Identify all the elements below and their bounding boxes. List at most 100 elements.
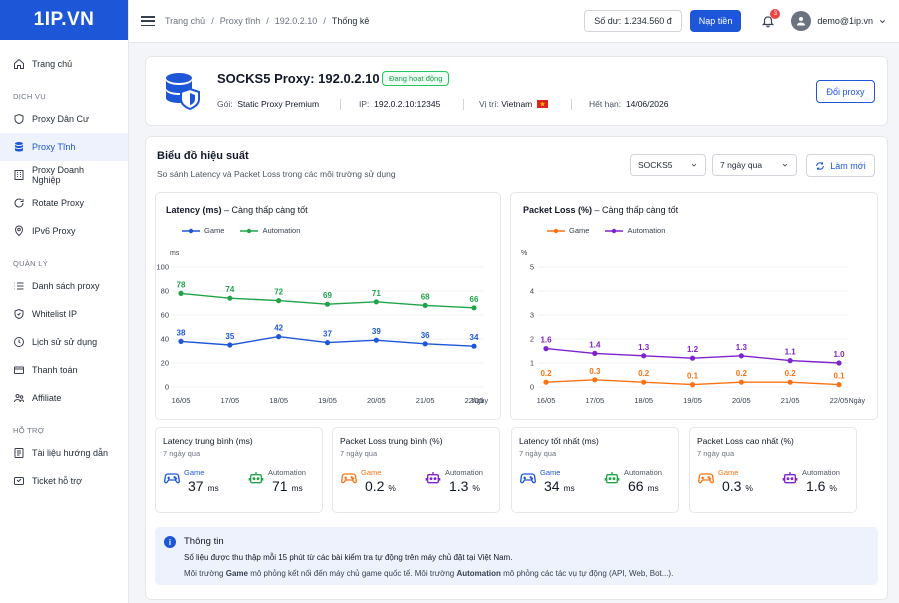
legend-game[interactable]: Game — [547, 226, 589, 235]
sidebar-item-label: Trang chủ — [32, 59, 73, 69]
sidebar-item-enterprise-proxy[interactable]: Proxy Doanh Nghiệp — [0, 161, 128, 189]
stat-label: Game — [540, 468, 561, 477]
breadcrumb-static-proxy[interactable]: Proxy tĩnh — [219, 16, 261, 26]
data-point[interactable] — [592, 350, 598, 356]
sidebar-item-label: Rotate Proxy — [32, 198, 85, 208]
stat-number: 0.3 — [722, 478, 742, 494]
package-label: Gói: — [217, 99, 233, 109]
data-point[interactable] — [641, 353, 647, 359]
balance-label: Số dư: — [594, 16, 622, 26]
y-tick-label: 0 — [530, 383, 534, 392]
x-tick-label: 20/05 — [367, 396, 386, 405]
user-menu[interactable]: demo@1ip.vn — [791, 11, 887, 31]
data-point[interactable] — [373, 299, 379, 305]
data-point[interactable] — [543, 346, 549, 352]
protocol-select[interactable]: SOCKS5 — [630, 154, 706, 176]
sidebar-item-rotate-proxy[interactable]: Rotate Proxy — [0, 189, 128, 217]
performance-card: Biểu đồ hiệu suất So sánh Latency và Pac… — [145, 136, 888, 600]
packet-loss-chart: % 0 1 2 3 4 5 16/05 17/05 18/05 19/05 20/05 21/05 22/… — [521, 250, 865, 405]
sidebar-item-affiliate[interactable]: Affiliate — [0, 384, 128, 412]
stat-label: Automation — [802, 468, 840, 477]
data-label: 34 — [470, 333, 479, 342]
refresh-icon — [816, 161, 825, 170]
data-point[interactable] — [178, 290, 184, 296]
range-select[interactable]: 7 ngày qua — [712, 154, 797, 176]
data-point[interactable] — [373, 337, 379, 343]
data-point[interactable] — [227, 295, 233, 301]
logo[interactable]: 1IP.VN — [0, 0, 128, 40]
menu-toggle-icon[interactable] — [141, 14, 155, 28]
data-point[interactable] — [471, 343, 477, 349]
info-text: mô phỏng các tác vụ tự động (API, Web, B… — [500, 569, 674, 578]
data-point[interactable] — [276, 334, 282, 340]
x-tick-label: 20/05 — [732, 396, 751, 405]
breadcrumb-current: Thống kê — [331, 16, 370, 26]
database-icon — [15, 142, 23, 152]
sidebar-item-docs[interactable]: Tài liệu hướng dẫn — [0, 439, 128, 467]
sidebar-item-home[interactable]: Trang chủ — [0, 50, 128, 78]
notification-button[interactable]: 3 — [761, 9, 781, 28]
data-point[interactable] — [689, 355, 696, 361]
data-point[interactable] — [787, 379, 793, 385]
change-proxy-button[interactable]: Đổi proxy — [816, 80, 875, 103]
data-point[interactable] — [787, 358, 793, 364]
sidebar-item-label: Proxy Doanh Nghiệp — [32, 165, 85, 185]
legend-label: Automation — [262, 226, 301, 235]
sidebar-item-usage-history[interactable]: Lịch sử sử dụng — [0, 328, 128, 356]
topup-button[interactable]: Nạp tiền — [689, 10, 742, 32]
data-point[interactable] — [276, 298, 282, 304]
legend-game[interactable]: Game — [182, 226, 224, 235]
x-tick-label: 21/05 — [416, 396, 435, 405]
data-point[interactable] — [836, 382, 842, 388]
user-email: demo@1ip.vn — [817, 16, 873, 26]
stat-title: Packet Loss cao nhất (%) — [697, 436, 794, 446]
sidebar-item-payment[interactable]: Thanh toán — [0, 356, 128, 384]
sidebar-item-proxy-list[interactable]: Danh sách proxy — [0, 272, 128, 300]
chart-legend: Game Automation — [182, 226, 300, 235]
sidebar-item-whitelist-ip[interactable]: Whitelist IP — [0, 300, 128, 328]
info-icon: i — [164, 536, 176, 548]
data-point[interactable] — [324, 340, 331, 346]
refresh-button[interactable]: Làm mới — [806, 154, 875, 177]
data-point[interactable] — [471, 305, 477, 311]
divider — [463, 99, 464, 110]
data-point[interactable] — [422, 302, 428, 308]
data-label: 1.1 — [785, 348, 797, 357]
sidebar-item-static-proxy[interactable]: Proxy Tĩnh — [0, 133, 128, 161]
stat-game: Game 0.2 % — [341, 468, 396, 494]
x-tick-label: 22/05 — [465, 396, 484, 405]
breadcrumb-home[interactable]: Trang chủ — [165, 16, 206, 26]
data-point[interactable] — [324, 301, 331, 307]
data-point[interactable] — [738, 353, 744, 359]
data-point[interactable] — [689, 382, 696, 388]
stat-number: 66 — [628, 478, 644, 494]
data-point[interactable] — [592, 377, 598, 383]
data-label: 1.4 — [589, 340, 601, 349]
stat-value: 34 ms — [544, 478, 575, 494]
data-point[interactable] — [738, 379, 744, 385]
data-point[interactable] — [422, 341, 428, 347]
sidebar-item-label: Danh sách proxy — [32, 281, 100, 291]
stat-value: 0.3 % — [722, 478, 753, 494]
list-icon — [14, 282, 24, 290]
info-title: Thông tin — [184, 536, 224, 547]
data-point[interactable] — [227, 342, 233, 348]
legend-automation[interactable]: Automation — [605, 226, 665, 235]
sidebar-item-residential-proxy[interactable]: Proxy Dân Cư — [0, 105, 128, 133]
breadcrumb-ip[interactable]: 192.0.2.10 — [274, 16, 318, 26]
data-point[interactable] — [641, 379, 647, 385]
divider — [571, 99, 572, 110]
y-axis-unit: % — [521, 250, 527, 257]
data-point[interactable] — [836, 360, 842, 366]
sidebar-item-ipv6-proxy[interactable]: IPv6 Proxy — [0, 217, 128, 245]
legend-automation[interactable]: Automation — [240, 226, 300, 235]
rotate-icon — [14, 198, 24, 208]
x-tick-label: 16/05 — [537, 396, 556, 405]
data-point[interactable] — [178, 338, 184, 344]
data-point[interactable] — [543, 379, 549, 385]
data-label: 0.1 — [833, 372, 845, 381]
sidebar-item-label: Proxy Dân Cư — [32, 114, 90, 124]
chart-title-sub: – Càng thấp càng tốt — [594, 205, 679, 215]
data-label: 35 — [225, 332, 234, 341]
sidebar-item-ticket[interactable]: Ticket hỗ trợ — [0, 467, 128, 495]
